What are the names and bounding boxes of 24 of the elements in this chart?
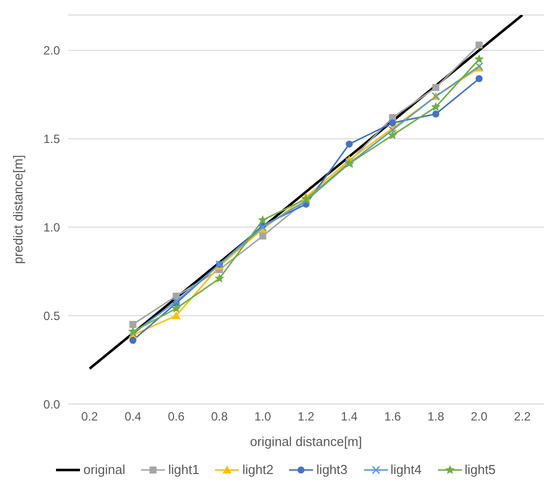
legend-label: light5 [464, 462, 496, 477]
y-tick-label: 2.0 [43, 44, 60, 58]
y-axis-title: predict distance[m] [10, 154, 26, 264]
x-tick-label: 2.2 [514, 410, 532, 424]
legend-label: light4 [390, 462, 422, 477]
legend-label: original [82, 462, 126, 477]
x-tick-label: 0.8 [211, 410, 228, 424]
legend-label: light3 [315, 462, 348, 477]
x-axis-title: original distance[m] [250, 434, 362, 449]
y-tick-label: 0.5 [43, 308, 60, 323]
x-tick-label: 0.6 [168, 410, 185, 424]
x-tick-label: 1.4 [340, 410, 358, 424]
x-tick-label: 0.2 [81, 410, 98, 424]
x-tick-label: 1.2 [298, 410, 315, 424]
x-tick-label: 0.4 [124, 410, 142, 424]
x-tick-label: 1.6 [384, 410, 402, 424]
legend-label: light2 [241, 462, 274, 477]
y-tick-label: 1.5 [43, 132, 60, 146]
y-tick-label: 1.0 [43, 220, 60, 234]
legend-label: light1 [167, 462, 200, 477]
x-tick-label: 2.0 [470, 410, 488, 424]
y-tick-label: 0.0 [43, 397, 60, 412]
x-tick-label: 1.0 [254, 410, 272, 424]
x-tick-label: 1.8 [427, 410, 444, 424]
